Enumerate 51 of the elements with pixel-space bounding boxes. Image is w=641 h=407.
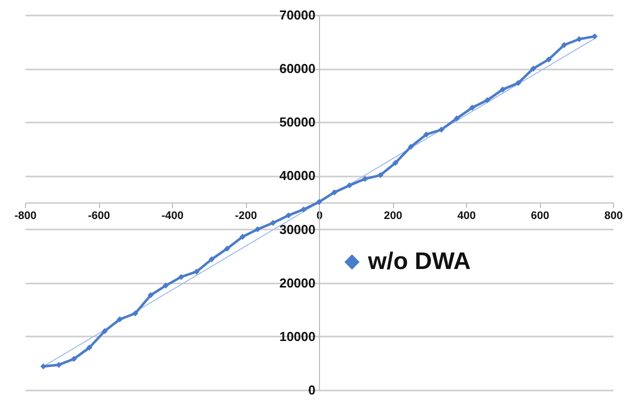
point bbox=[162, 282, 169, 289]
y-tick-label: 40000 bbox=[279, 168, 316, 184]
point bbox=[194, 268, 200, 275]
point bbox=[285, 212, 292, 218]
y-tick-label: 30000 bbox=[279, 222, 316, 237]
point bbox=[178, 274, 184, 280]
x-tick-label: -600 bbox=[88, 210, 110, 222]
y-tick-label: 20000 bbox=[279, 275, 316, 290]
point bbox=[316, 198, 322, 205]
point bbox=[224, 246, 230, 252]
point bbox=[240, 234, 246, 240]
legend-label: w/o DWA bbox=[367, 248, 471, 275]
x-tick-label: 200 bbox=[384, 210, 402, 222]
y-tick-label: 10000 bbox=[279, 328, 316, 344]
point bbox=[469, 104, 476, 111]
point bbox=[148, 292, 154, 298]
point bbox=[362, 176, 368, 182]
y-tick-label: 70000 bbox=[279, 8, 316, 22]
point bbox=[346, 182, 353, 188]
point bbox=[408, 144, 414, 150]
point bbox=[377, 172, 384, 178]
y-tick-label: 50000 bbox=[279, 114, 316, 130]
point bbox=[438, 126, 444, 133]
point bbox=[500, 86, 506, 92]
point bbox=[86, 344, 92, 351]
point bbox=[592, 33, 598, 40]
point bbox=[530, 66, 536, 72]
point bbox=[423, 131, 430, 138]
point bbox=[515, 80, 522, 86]
point bbox=[392, 160, 398, 166]
point bbox=[116, 316, 123, 322]
point bbox=[132, 310, 138, 316]
point bbox=[484, 97, 490, 104]
x-tick-label: 400 bbox=[457, 210, 476, 222]
point bbox=[102, 328, 108, 334]
point bbox=[254, 226, 261, 232]
x-tick-label: 600 bbox=[530, 210, 550, 222]
point bbox=[70, 356, 77, 362]
x-tick-label: -400 bbox=[161, 210, 184, 222]
point bbox=[561, 42, 568, 48]
x-tick-label: -200 bbox=[234, 210, 258, 222]
point bbox=[208, 256, 215, 262]
y-tick-label: 0 bbox=[308, 382, 316, 398]
point bbox=[546, 56, 552, 62]
point bbox=[270, 220, 276, 226]
x-tick-label: -800 bbox=[14, 210, 37, 222]
y-tick-label: 60000 bbox=[279, 61, 316, 76]
point bbox=[331, 189, 338, 196]
x-tick-label: 800 bbox=[604, 210, 623, 222]
point bbox=[300, 206, 307, 212]
point bbox=[454, 115, 460, 122]
